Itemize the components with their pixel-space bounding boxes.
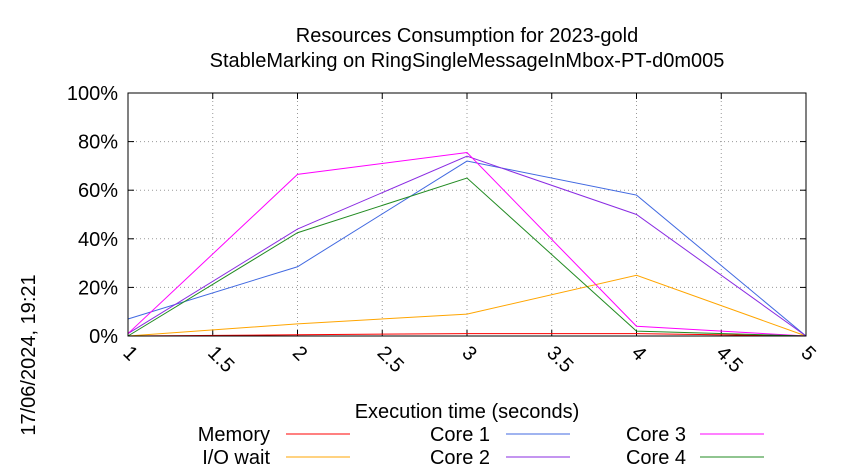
y-tick-label: 80%	[78, 132, 118, 154]
x-axis-label: Execution time (seconds)	[355, 401, 580, 423]
y-tick-label: 40%	[78, 229, 118, 251]
y-tick-label: 100%	[67, 83, 118, 105]
x-tick-label: 4	[627, 342, 650, 365]
series-line-i-o-wait	[127, 274, 807, 337]
series-line-core-2	[127, 155, 807, 337]
y-tick-label: 60%	[78, 180, 118, 202]
y-axis-ticks: 0% 20% 40% 60% 80% 100%	[67, 83, 806, 348]
x-tick-label: 2.5	[373, 342, 408, 377]
legend-label-memory: Memory	[198, 424, 270, 446]
x-tick-label: 3.5	[542, 342, 577, 377]
legend-label-core-3: Core 3	[626, 424, 686, 446]
x-tick-label: 5	[796, 342, 819, 365]
x-tick-label: 2	[288, 342, 311, 365]
plot-border	[127, 92, 807, 337]
legend-label-core-4: Core 4	[626, 447, 686, 469]
legend-label-i-o-wait: I/O wait	[202, 447, 270, 469]
legend-label-core-1: Core 1	[430, 424, 490, 446]
x-tick-label: 4.5	[712, 342, 747, 377]
grid-lines	[128, 93, 806, 336]
series-line-core-1	[127, 160, 807, 337]
series-line-core-3	[127, 152, 807, 337]
x-tick-label: 3	[457, 342, 480, 365]
y-tick-label: 20%	[78, 277, 118, 299]
series-lines	[127, 152, 807, 337]
series-line-memory	[127, 333, 807, 337]
y-tick-label: 0%	[89, 326, 118, 348]
timestamp-label: 17/06/2024, 19:21	[18, 274, 40, 435]
x-tick-label: 1.5	[203, 342, 238, 377]
x-tick-label: 1	[118, 342, 141, 365]
chart-title-line1: Resources Consumption for 2023-gold	[296, 25, 638, 47]
legend-label-core-2: Core 2	[430, 447, 490, 469]
series-line-core-4	[127, 177, 807, 337]
chart-title-line2: StableMarking on RingSingleMessageInMbox…	[210, 50, 725, 72]
